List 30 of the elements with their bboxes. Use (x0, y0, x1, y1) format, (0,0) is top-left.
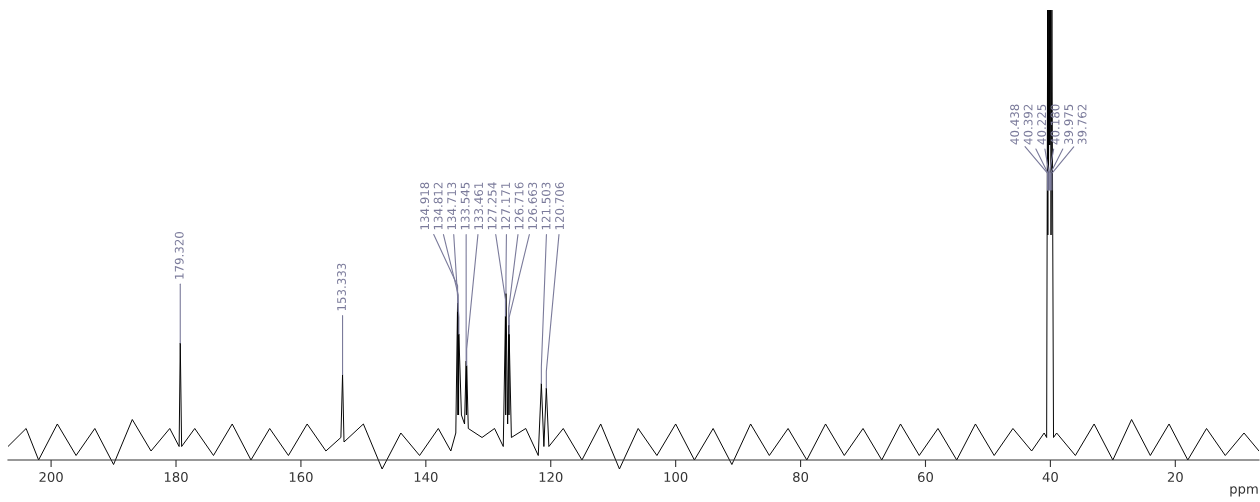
annotation: 40.438 (1010, 104, 1020, 145)
x-tick-label: 200 (39, 472, 63, 483)
annotation: 134.713 (447, 182, 457, 230)
annotation: 121.503 (541, 182, 551, 230)
annotation: 134.918 (420, 182, 430, 230)
annotation: 40.392 (1023, 104, 1033, 145)
annotation: 39.975 (1064, 104, 1074, 145)
annotation: 39.762 (1077, 104, 1087, 145)
x-tick-label: 120 (539, 472, 563, 483)
annotation: 126.716 (514, 182, 524, 230)
annotation: 133.545 (460, 182, 470, 230)
annotation: 127.254 (487, 182, 497, 230)
annotation: 120.706 (555, 182, 565, 230)
annotation: 40.225 (1037, 104, 1047, 145)
x-tick-label: 180 (164, 472, 188, 483)
annotation: 134.812 (433, 182, 443, 230)
x-tick-label: 80 (793, 472, 809, 483)
annotation: 153.333 (337, 263, 346, 311)
x-tick-label: 20 (1167, 472, 1183, 483)
annotation: 40.180 (1050, 104, 1060, 145)
annotation: 133.461 (474, 182, 484, 230)
annotation: 126.663 (528, 182, 538, 230)
x-tick-label: 100 (664, 472, 688, 483)
x-tick-label: 60 (918, 472, 933, 483)
x-tick-label: 140 (414, 472, 438, 483)
x-axis-title: ppm (1230, 486, 1258, 497)
x-tick-label: 40 (1042, 472, 1058, 483)
x-tick-label: 160 (289, 472, 313, 483)
annotation: 179.320 (174, 231, 184, 279)
annotation: 127.171 (501, 182, 510, 230)
